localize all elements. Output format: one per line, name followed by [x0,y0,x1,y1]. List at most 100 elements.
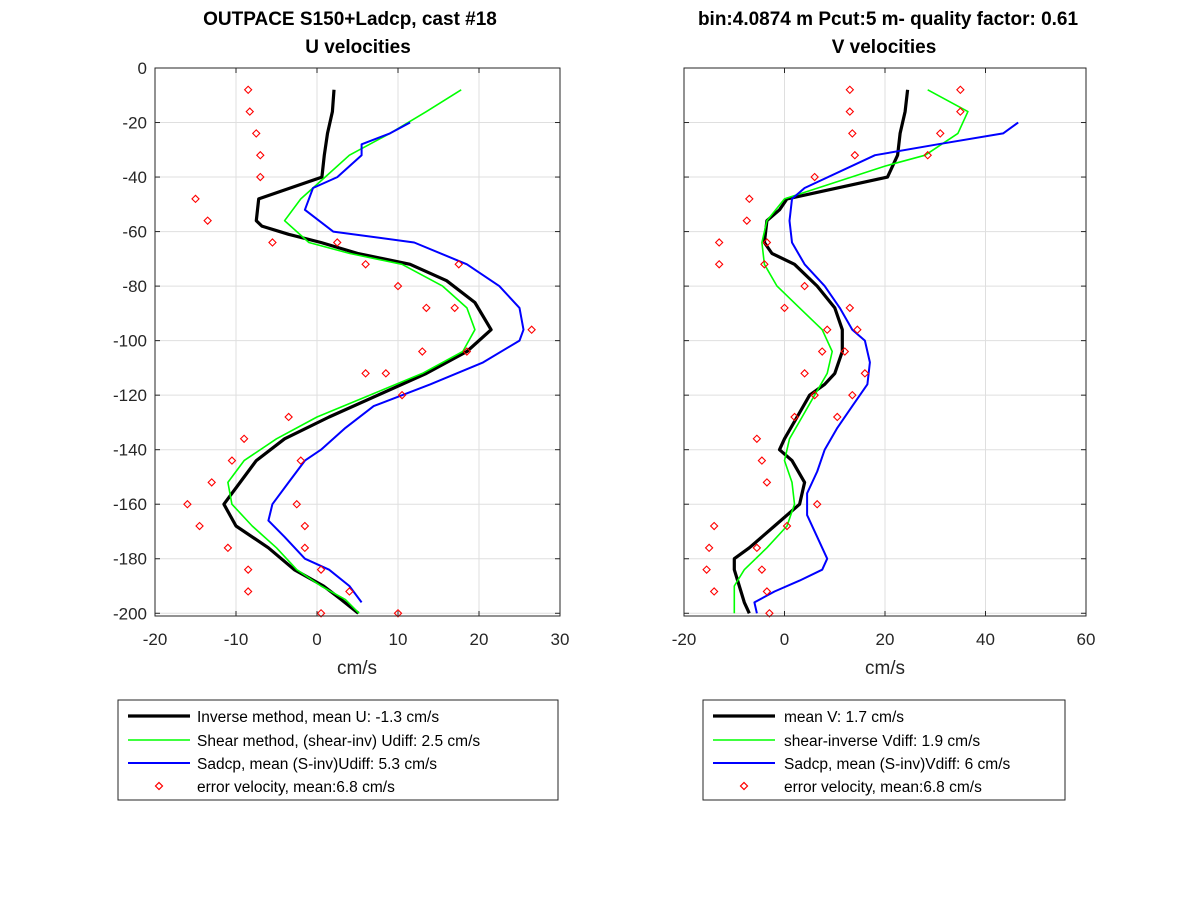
v-x-tick-label: 60 [1077,630,1096,649]
v-error-marker [757,456,767,465]
v-error-marker [845,107,855,116]
u-legend: Inverse method, mean U: -1.3 cm/s Shear … [117,699,559,801]
u-error-marker [255,150,265,160]
v-legend-label-sadcp: Sadcp, mean (S-inv)Vdiff: 6 cm/s [784,756,1011,773]
u-error-marker [203,216,212,225]
v-legend-swatch-error [739,781,749,791]
v-legend: mean V: 1.7 cm/s shear-inverse Vdiff: 1.… [702,699,1066,801]
u-plot-frame [154,67,561,617]
v-error-marker [923,150,933,160]
v-error-marker [714,238,724,247]
u-y-tick-label: -140 [113,441,147,460]
u-y-tick-label: -100 [113,332,147,351]
u-y-tick-label: -80 [122,277,147,296]
v-error-marker [810,390,819,400]
u-error-marker [296,456,306,465]
u-error-marker [243,565,253,574]
u-error-marker [243,85,253,95]
u-error-marker [268,238,277,247]
u-chart-title: OUTPACE S150+Ladcp, cast #18 [203,9,497,30]
u-error-marker [316,608,326,618]
v-error-marker [782,521,792,531]
u-error-marker [527,325,536,335]
u-error-marker [251,129,261,138]
v-x-tick-label: 0 [780,630,789,649]
u-ticks: -20 -10 0 10 20 300-20-40-60-80-100-120-140-1… [113,59,569,649]
v-error-marker [742,216,752,225]
u-y-tick-label: -20 [122,114,147,133]
u-error-marker [462,347,472,356]
u-legend-box [117,699,559,801]
v-error-marker [762,587,772,596]
v-series-group [702,85,1019,618]
u-error-marker [284,412,293,422]
u-error-marker [361,259,370,269]
v-legend-label-inverse: mean V: 1.7 cm/s [784,709,904,726]
v-error-marker [760,259,769,269]
u-y-tick-label: -40 [122,168,147,187]
v-error-marker [752,543,762,553]
u-x-tick-label: 0 [312,630,321,649]
u-error-marker [195,521,204,531]
v-error-marker [752,434,762,444]
v-error-marker [800,281,809,291]
v-error-marker [704,543,714,553]
v-series-inverse [732,89,910,614]
u-y-tick-label: -200 [113,604,147,623]
u-error-marker [243,587,253,596]
u-x-tick-label: 20 [470,630,489,649]
v-error-marker [765,608,774,618]
v-series-sadcp [753,121,1019,614]
v-legend-label-error: error velocity, mean:6.8 cm/s [784,779,982,796]
v-error-marker [848,390,857,400]
u-error-marker [223,543,233,553]
v-error-marker [800,369,809,378]
u-x-axis-label: cm/s [337,658,377,679]
u-error-marker [255,172,265,182]
v-x-tick-label: 40 [976,630,995,649]
v-x-tick-label: -20 [672,630,697,649]
v-legend-label-shear: shear-inverse Vdiff: 1.9 cm/s [784,733,980,750]
u-y-tick-label: -60 [122,223,147,242]
v-error-marker [935,129,945,138]
v-series-error [702,85,965,618]
u-legend-swatch-error [154,781,164,791]
v-error-marker [812,499,822,509]
v-error-marker [709,521,719,531]
v-error-marker [780,303,789,313]
u-error-marker [454,259,464,269]
v-chart-title: bin:4.0874 m Pcut:5 m- quality factor: 0… [698,9,1079,30]
v-error-marker [702,565,711,574]
v-error-marker [709,587,719,596]
u-y-tick-label: -120 [113,386,147,405]
v-error-marker [860,369,870,378]
u-error-marker [417,347,427,356]
u-error-marker [191,194,200,204]
v-error-marker [853,325,862,335]
u-x-tick-label: -20 [143,630,168,649]
v-error-marker [762,478,772,487]
v-error-marker [832,412,842,422]
v-chart-subtitle: V velocities [832,37,937,58]
u-error-marker [332,238,342,247]
u-legend-label-shear: Shear method, (shear-inv) Udiff: 2.5 cm/… [197,733,480,750]
v-error-marker [714,259,724,269]
u-y-tick-label: 0 [138,59,147,78]
v-error-marker [845,85,855,95]
v-error-marker [745,194,754,204]
u-error-marker [361,369,370,378]
u-error-marker [183,499,192,509]
u-error-marker [393,608,403,618]
u-x-tick-label: 30 [551,630,570,649]
u-error-marker [397,390,407,400]
v-error-marker [848,129,857,138]
u-error-marker [245,107,255,116]
u-y-tick-label: -160 [113,495,147,514]
u-legend-label-inverse: Inverse method, mean U: -1.3 cm/s [197,709,439,726]
v-error-marker [790,412,799,422]
u-error-marker [227,456,237,465]
u-legend-label-error: error velocity, mean:6.8 cm/s [197,779,395,796]
u-error-marker [300,521,310,531]
u-x-tick-label: 10 [389,630,408,649]
u-series-shear [227,89,476,614]
